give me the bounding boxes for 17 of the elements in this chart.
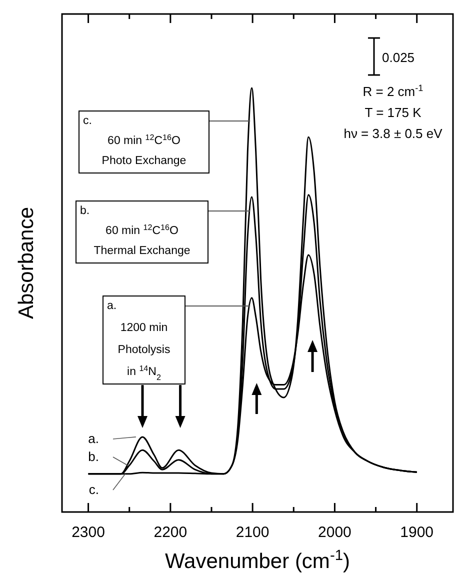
annotation: R = 2 cm$^{-1}$ <box>362 83 424 99</box>
x-axis-title: Wavenumber (cm$^{-1}$) <box>165 548 350 573</box>
x-tick-label: 2200 <box>154 524 188 541</box>
annotation: T = 175 K <box>364 105 422 120</box>
text: a. <box>88 431 99 446</box>
x-tick-label: 2100 <box>236 524 270 541</box>
x-tick-label: 1900 <box>400 524 434 541</box>
series-label: c. <box>88 482 99 497</box>
y-axis-title: Absorbance <box>15 206 38 320</box>
text: c. 60 min $^{12}$C$^{16}$O Photo Exchange <box>83 115 186 167</box>
text: b. 60 min $^{12}$C$^{16}$O Thermal Exchange <box>80 205 190 257</box>
text: 0.025 <box>382 50 415 65</box>
annotation: hν = 3.8 ± 0.5 eV <box>344 126 443 141</box>
x-tick-label: 2000 <box>318 524 352 541</box>
x-tick-label: 2300 <box>72 524 105 541</box>
annotation: a. 1200 min Photolysis in $^{14}$N$_{2}$ <box>107 300 170 382</box>
series-label: b. <box>88 449 99 464</box>
